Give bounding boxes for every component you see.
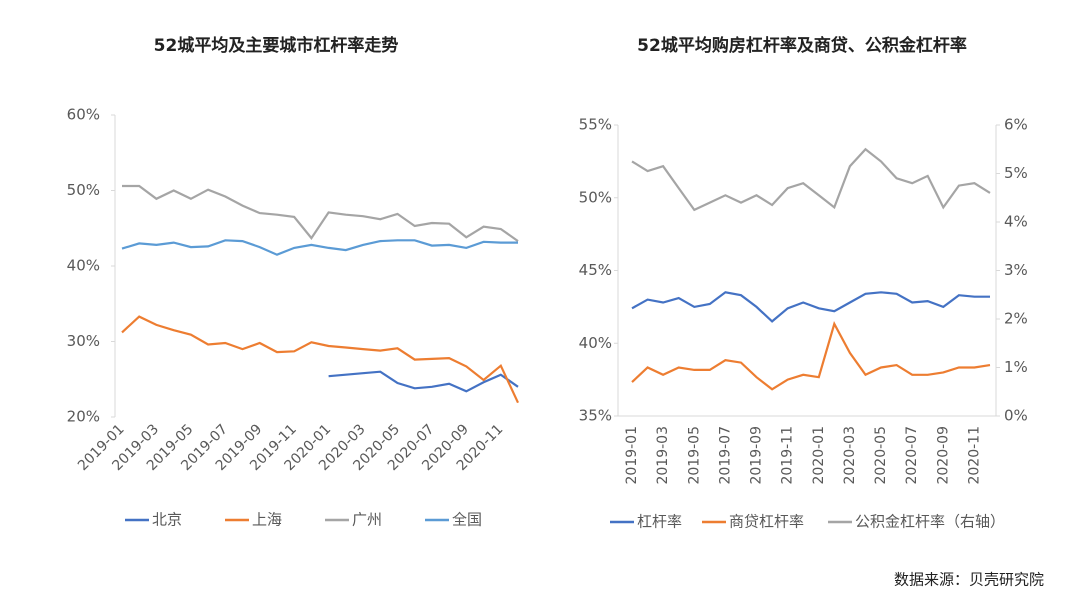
series-line [631, 321, 991, 391]
y2-tick-label: 5% [1004, 164, 1028, 182]
source-note: 数据来源：贝壳研究院 [894, 571, 1044, 589]
y-tick-label: 50% [579, 188, 612, 206]
y-tick-label: 50% [67, 181, 100, 199]
series-line [631, 147, 991, 212]
x-tick-label: 2020-09 [935, 426, 951, 485]
series-line [631, 291, 990, 323]
chart-title: 52城平均及主要城市杠杆率走势 [154, 35, 399, 56]
legend-label: 全国 [452, 511, 482, 529]
legend-label: 北京 [152, 511, 182, 529]
y-tick-label: 30% [67, 332, 100, 350]
x-tick-label: 2020-11 [966, 426, 982, 485]
y-tick-label: 45% [579, 261, 612, 279]
chart-title: 52城平均购房杠杆率及商贷、公积金杠杆率 [637, 35, 967, 56]
x-tick-label: 2020-03 [842, 426, 858, 485]
x-tick-label: 2019-11 [780, 426, 796, 485]
legend-label: 公积金杠杆率（右轴） [855, 513, 1005, 531]
y2-tick-label: 0% [1004, 407, 1028, 425]
series-line [121, 315, 519, 404]
series-line [121, 239, 518, 256]
x-tick-label: 2019-09 [749, 426, 765, 485]
legend-label: 商贷杠杆率 [729, 513, 804, 531]
y2-tick-label: 2% [1004, 310, 1028, 328]
x-tick-label: 2019-03 [655, 426, 671, 485]
y2-tick-label: 3% [1004, 261, 1028, 279]
legend-label: 上海 [252, 511, 282, 529]
x-tick-label: 2020-05 [873, 426, 889, 485]
y-tick-label: 35% [579, 407, 612, 425]
x-tick-label: 2020-07 [904, 426, 920, 485]
y2-tick-label: 1% [1004, 358, 1028, 376]
x-tick-label: 2020-01 [811, 426, 827, 485]
y-tick-label: 60% [67, 106, 100, 124]
x-tick-label: 2019-01 [624, 426, 640, 485]
x-tick-label: 2019-05 [686, 426, 702, 485]
y-tick-label: 55% [579, 116, 612, 134]
legend-label: 杠杆率 [637, 513, 682, 531]
legend-label: 广州 [352, 511, 382, 529]
y-tick-label: 40% [67, 257, 100, 275]
y-tick-label: 40% [579, 334, 612, 352]
y2-tick-label: 6% [1004, 116, 1028, 134]
y2-tick-label: 4% [1004, 213, 1028, 231]
series-line [122, 184, 519, 242]
series-line [328, 370, 519, 393]
x-tick-label: 2019-07 [717, 426, 733, 485]
y-tick-label: 20% [67, 408, 100, 426]
